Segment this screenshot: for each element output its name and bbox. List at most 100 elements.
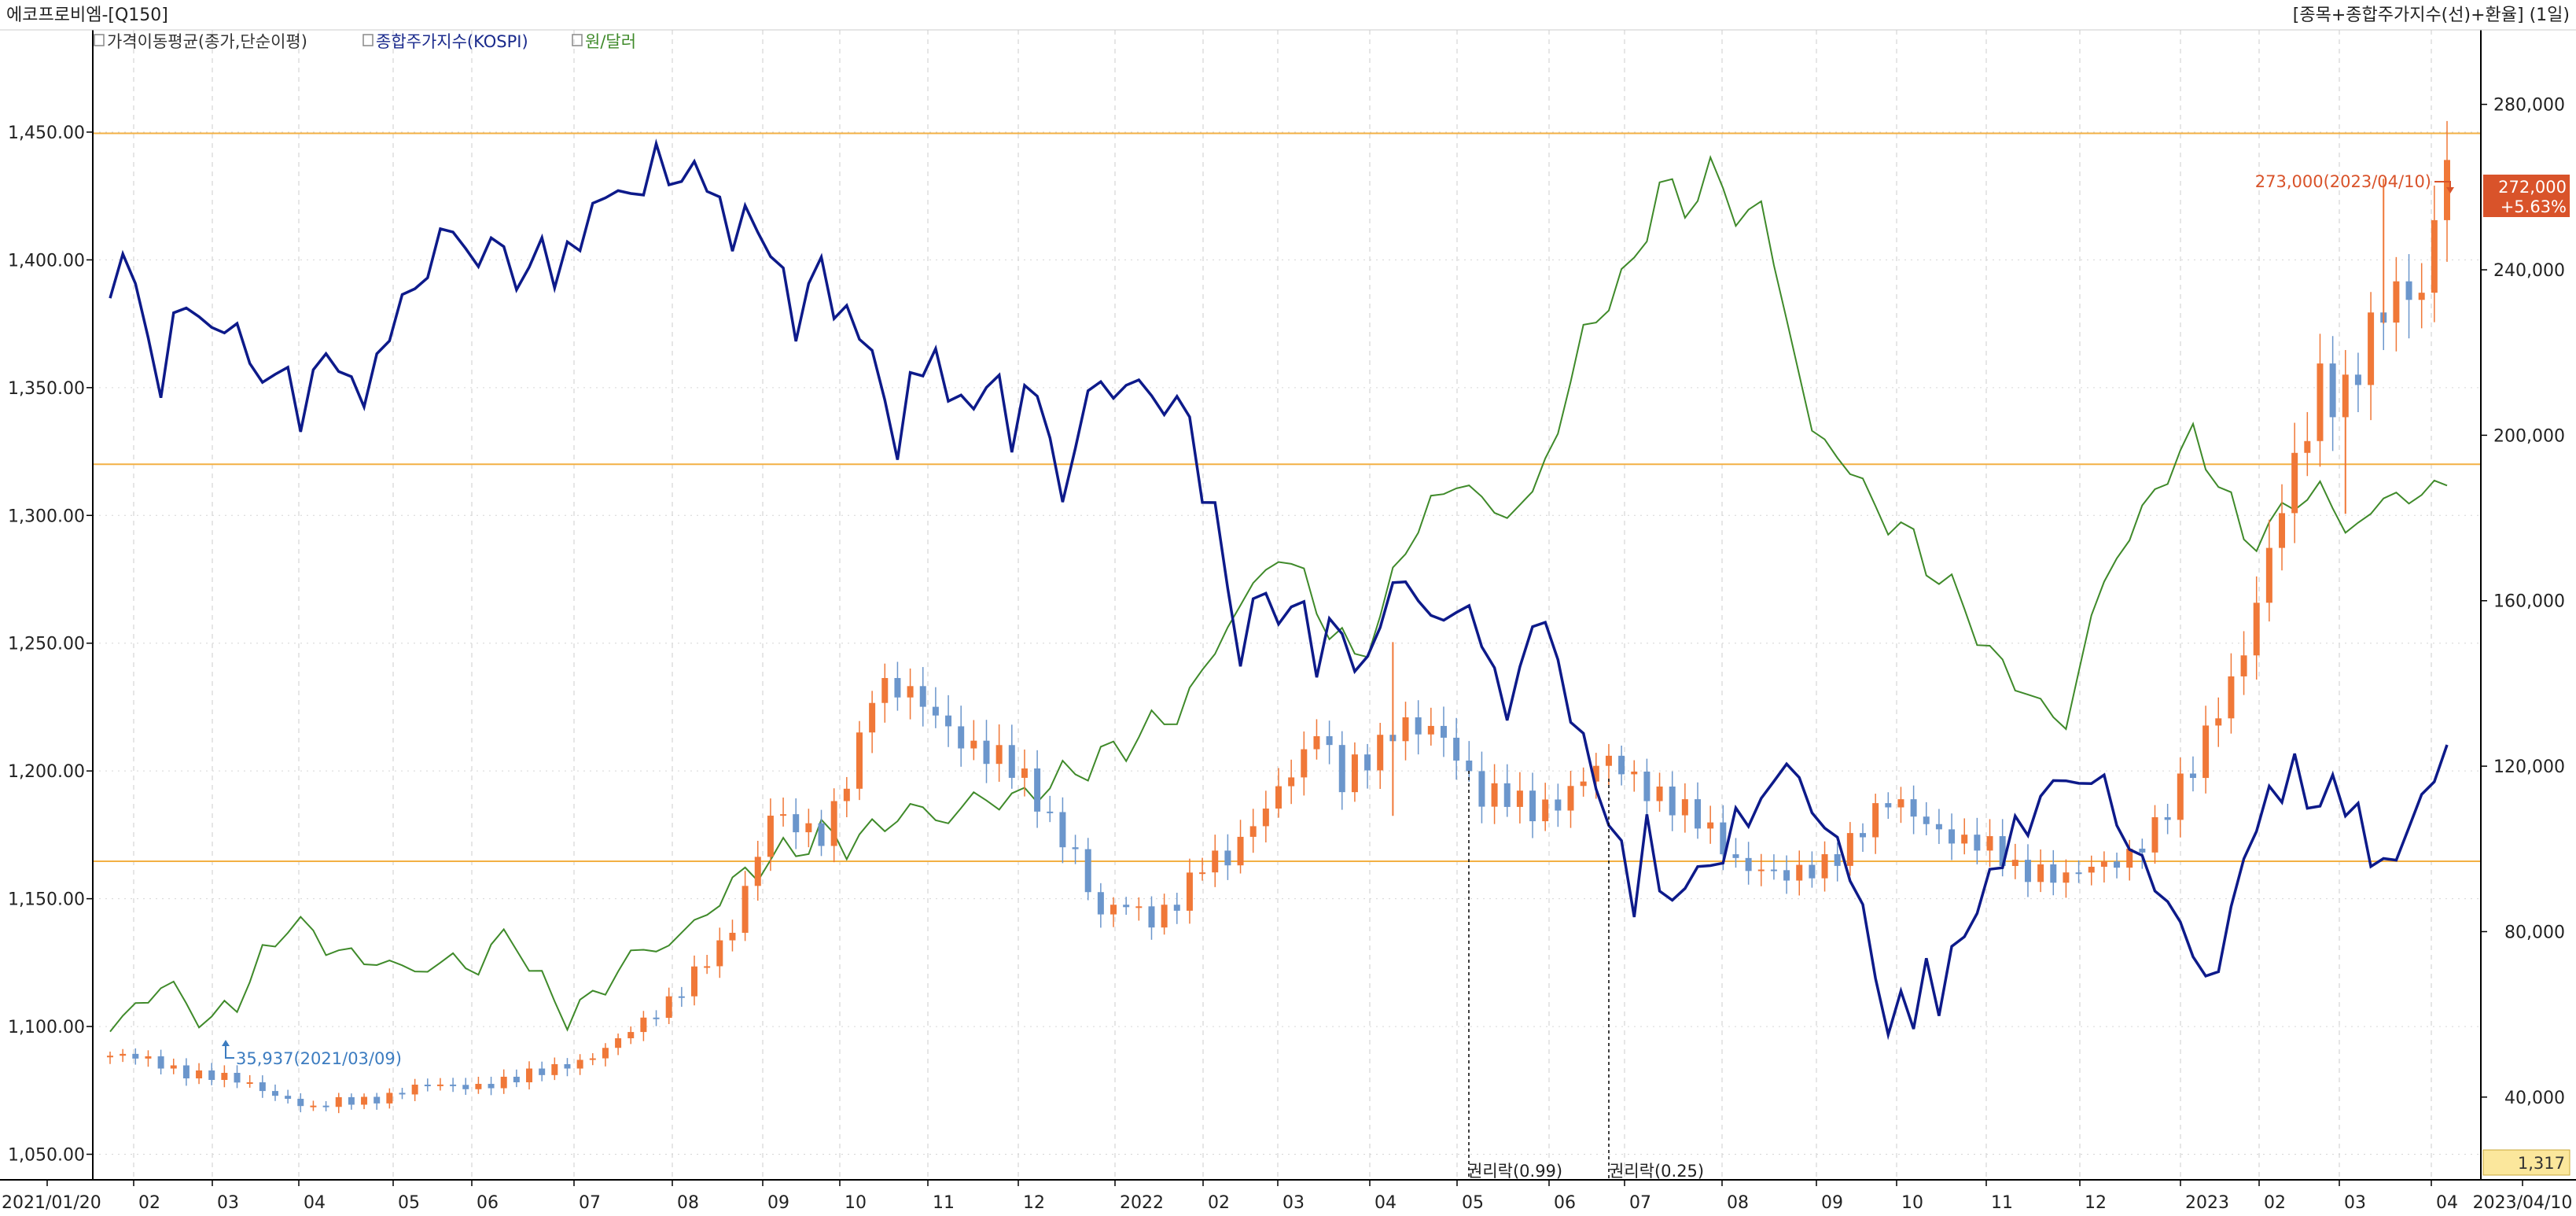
left-tick-label: 1,050.00 (8, 1146, 85, 1166)
candle-body (348, 1096, 355, 1105)
x-tick-label: 2023/04/10 (2473, 1193, 2573, 1213)
x-tick-label: 03 (217, 1193, 239, 1213)
candle-body (2024, 860, 2031, 883)
candle-body (374, 1096, 381, 1104)
candle-body (221, 1073, 228, 1080)
usd-krw-series (109, 154, 2448, 1033)
candle-body (983, 740, 990, 765)
candle-body (907, 686, 914, 698)
candle-body (285, 1096, 292, 1099)
x-tick-label: 12 (2085, 1193, 2107, 1213)
candle-body (539, 1068, 546, 1075)
candle-body (2126, 848, 2133, 868)
candle-body (1351, 754, 1358, 793)
x-axis-ticks: 2021/01/20 02 03 04 05 06 07 08 09 10 11 12 2022 02 03… (2, 1180, 2572, 1213)
checkbox-icon[interactable] (94, 34, 105, 46)
candle-body (170, 1065, 177, 1069)
candle-body (1199, 872, 1206, 875)
candle-body (399, 1093, 406, 1095)
candle-body (2139, 848, 2146, 853)
candle-body (1961, 835, 1968, 844)
rights-label-1: 권리락(0.99) (1467, 1162, 1562, 1181)
candle-body (691, 966, 697, 997)
candle-body (1364, 754, 1371, 771)
candle-body (1402, 717, 1409, 742)
candle-body (1707, 822, 1714, 829)
candle-body (1860, 833, 1866, 838)
candle-body (1618, 755, 1625, 775)
x-tick-label: 06 (477, 1193, 499, 1213)
candle-body (2114, 861, 2121, 868)
candle-body (856, 732, 863, 789)
candle-body (1237, 836, 1244, 866)
candle-body (576, 1059, 583, 1069)
candle-body (1923, 816, 1930, 824)
candle-body (995, 745, 1003, 765)
candle-body (627, 1032, 635, 1039)
checkbox-icon[interactable] (362, 34, 374, 46)
candle-body (932, 706, 939, 716)
candle-body (1262, 808, 1269, 827)
candle-body (1821, 854, 1828, 879)
candle-body (551, 1063, 558, 1075)
candle-body (1453, 737, 1460, 761)
candle-body (297, 1098, 304, 1107)
low-label: 35,937(2021/03/09) (236, 1049, 402, 1068)
right-tick-label: 120,000 (2493, 757, 2565, 777)
right-tick-label: 80,000 (2504, 923, 2565, 942)
candle-body (2075, 872, 2082, 875)
candle-body (615, 1038, 622, 1048)
checkbox-icon[interactable] (572, 34, 583, 46)
candle-body (1555, 799, 1562, 811)
candle-body (1910, 799, 1917, 817)
price-badge: 272,000 +5.63% (2483, 175, 2570, 217)
candle-body (1949, 829, 1956, 844)
candle-body (1161, 905, 1168, 928)
candle-body (1757, 869, 1765, 871)
candle-body (2291, 452, 2298, 514)
candle-body (259, 1082, 266, 1092)
candle-body (1173, 905, 1180, 911)
candle-body (2202, 725, 2210, 779)
candle-body (475, 1084, 482, 1089)
x-tick-label: 2021/01/20 (2, 1193, 101, 1213)
candle-body (1885, 803, 1892, 808)
candle-body (132, 1053, 139, 1059)
x-tick-label: 02 (2264, 1193, 2286, 1213)
candle-body (208, 1070, 215, 1080)
candle-body (436, 1084, 443, 1086)
candle-body (1809, 864, 1816, 879)
candle-body (1897, 799, 1904, 808)
chart-title: 에코프로비엠-[Q150] (6, 6, 168, 25)
x-tick-label: 12 (1023, 1193, 1045, 1213)
candle-body (1935, 824, 1942, 830)
left-tick-label: 1,100.00 (8, 1018, 85, 1037)
x-tick-label: 09 (767, 1193, 789, 1213)
left-tick-label: 1,450.00 (8, 123, 85, 143)
high-annotation: 273,000(2023/04/10) (2255, 172, 2454, 193)
candle-body (2177, 773, 2184, 820)
candle-body (780, 814, 787, 816)
x-tick-label: 03 (2344, 1193, 2366, 1213)
x-tick-label: 11 (1991, 1193, 2013, 1213)
candle-body (2100, 861, 2107, 867)
candle-body (1034, 768, 1041, 812)
candle-body (1148, 906, 1155, 928)
candle-body (1542, 799, 1549, 822)
candle-body (1224, 850, 1231, 866)
price-badge-change: +5.63% (2501, 197, 2567, 216)
candle-body (1326, 736, 1333, 746)
candle-body (1834, 854, 1841, 866)
right-tick-label: 240,000 (2493, 261, 2565, 281)
fx-badge: 1,317 (2482, 1149, 2570, 1176)
candle-body (1695, 799, 1702, 829)
x-tick-label: 08 (1727, 1193, 1749, 1213)
candle-body (1974, 835, 1981, 851)
candle-body (1745, 857, 1752, 871)
candle-body (1084, 849, 1091, 893)
candle-body (818, 823, 825, 846)
chart-right-title: [종목+종합주가지수(선)+환율] (1일) (2293, 6, 2570, 25)
price-badge-value: 272,000 (2498, 178, 2567, 197)
candle-body (513, 1076, 520, 1083)
